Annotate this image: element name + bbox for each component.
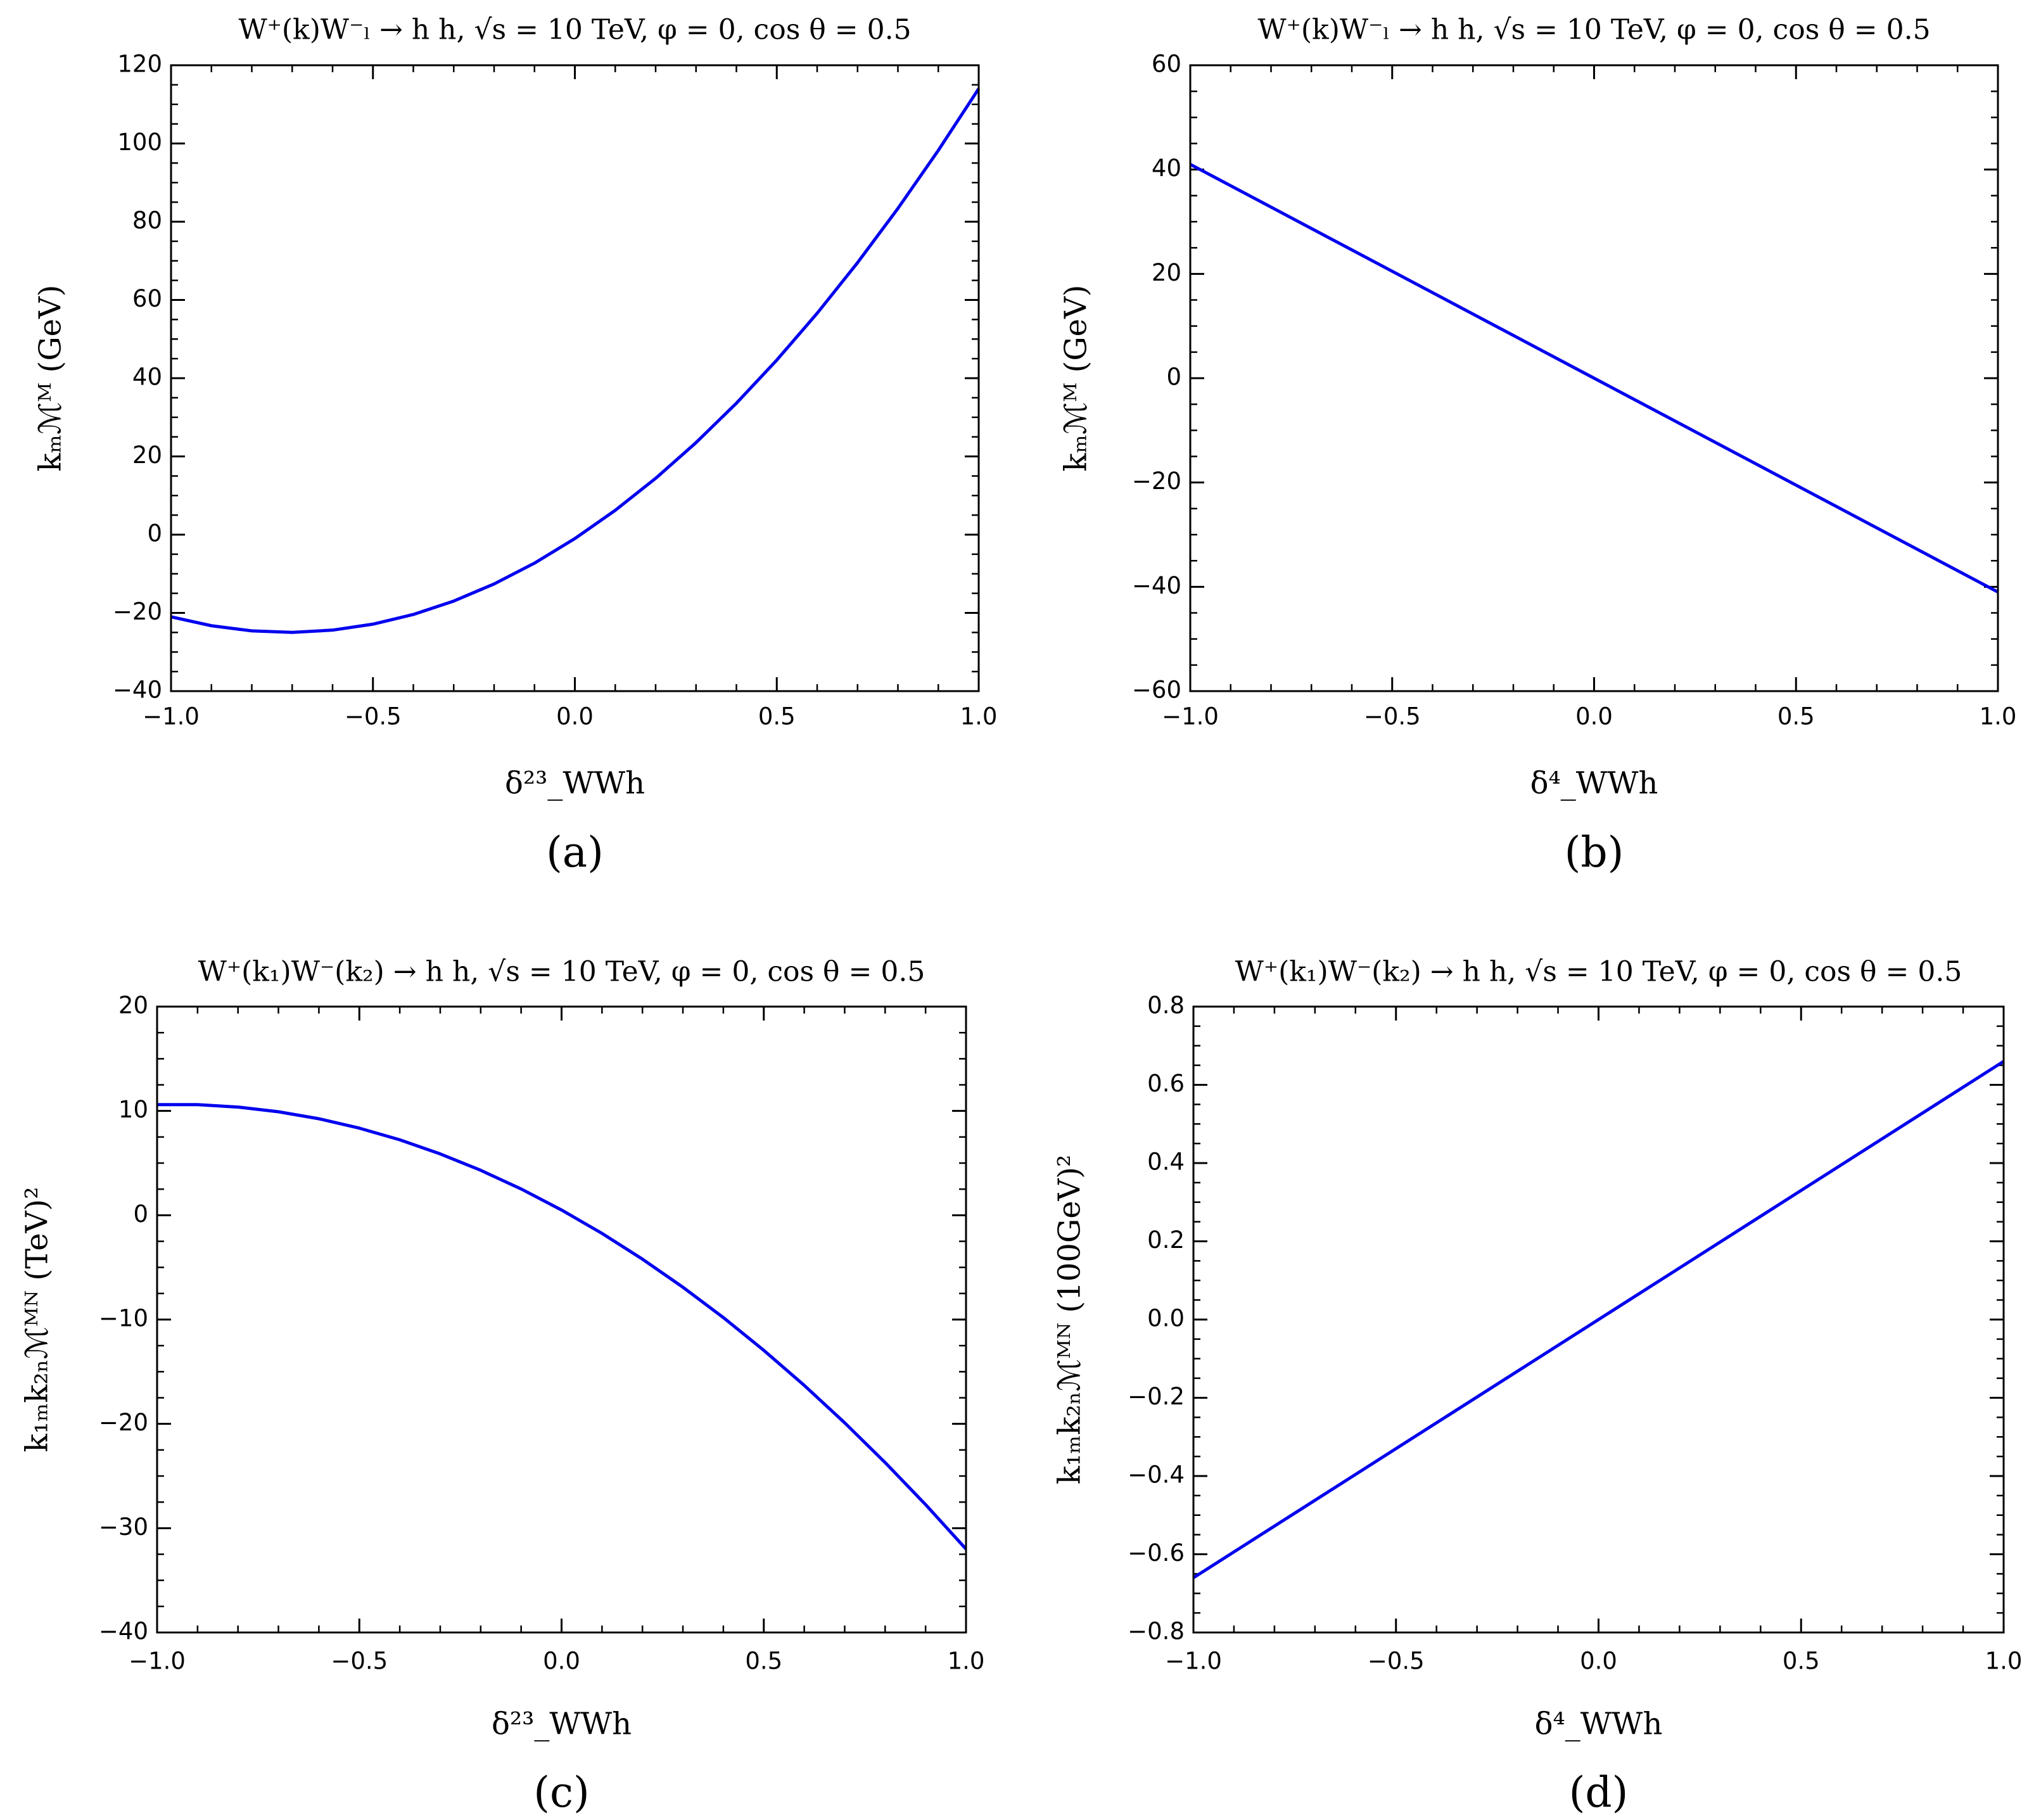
- chart-title: W⁺(k₁)W⁻(k₂) → h h, √s = 10 TeV, φ = 0, …: [1235, 956, 1962, 988]
- x-tick-label: 0.0: [556, 703, 594, 730]
- panel: W⁺(k)W⁻ₗ → h h, √s = 10 TeV, φ = 0, cos …: [33, 14, 998, 877]
- plot-frame: [1192, 1005, 2005, 1634]
- y-tick-label: −40: [113, 677, 162, 704]
- y-axis-label: k₁ₘk₂ₙℳᴹᴺ (TeV)²: [20, 1187, 55, 1453]
- y-tick-label: 60: [1152, 51, 1181, 78]
- chart-title: W⁺(k)W⁻ₗ → h h, √s = 10 TeV, φ = 0, cos …: [1257, 14, 1930, 46]
- plot-frame: [156, 1005, 967, 1634]
- x-tick-label: −1.0: [129, 1648, 186, 1675]
- y-tick-label: 20: [118, 992, 148, 1019]
- y-axis-label: k₁ₘk₂ₙℳᴹᴺ (100GeV)²: [1052, 1155, 1088, 1485]
- y-axis-label: kₘℳᴹ (GeV): [1059, 285, 1094, 472]
- y-tick-label: 20: [132, 442, 162, 469]
- chart-title: W⁺(k₁)W⁻(k₂) → h h, √s = 10 TeV, φ = 0, …: [198, 956, 925, 988]
- x-axis-label: δ⁴_WWh: [1530, 766, 1658, 801]
- chart-title: W⁺(k)W⁻ₗ → h h, √s = 10 TeV, φ = 0, cos …: [238, 14, 911, 46]
- x-tick-label: −1.0: [1165, 1648, 1222, 1675]
- data-line: [170, 87, 981, 634]
- x-tick-label: 1.0: [948, 1648, 985, 1675]
- plot-frame: [170, 64, 980, 692]
- y-tick-label: 0: [133, 1200, 148, 1228]
- y-tick-label: 40: [132, 364, 162, 391]
- y-tick-label: 0.6: [1147, 1070, 1185, 1097]
- y-tick-label: 20: [1152, 259, 1181, 286]
- y-tick-label: −0.4: [1128, 1461, 1185, 1489]
- data-line: [1189, 163, 1999, 594]
- x-tick-label: −0.5: [331, 1648, 388, 1675]
- y-tick-label: −0.2: [1128, 1383, 1185, 1410]
- x-tick-label: 0.5: [1783, 1648, 1820, 1675]
- y-axis-label: kₘℳᴹ (GeV): [33, 285, 68, 472]
- x-axis-label: δ⁴_WWh: [1535, 1707, 1663, 1742]
- panel-label: (d): [1569, 1768, 1629, 1817]
- y-tick-label: −30: [99, 1513, 148, 1541]
- panel-label: (a): [546, 828, 604, 877]
- x-tick-label: 0.5: [758, 703, 796, 730]
- y-tick-label: −0.6: [1128, 1539, 1185, 1567]
- y-tick-label: −10: [99, 1305, 148, 1332]
- y-tick-label: 40: [1152, 155, 1181, 182]
- y-tick-label: −20: [1132, 468, 1181, 495]
- x-tick-label: −1.0: [1162, 703, 1219, 730]
- x-tick-label: 0.5: [745, 1648, 782, 1675]
- y-tick-label: −20: [99, 1409, 148, 1436]
- x-tick-label: 0.0: [1580, 1648, 1617, 1675]
- y-tick-label: 100: [117, 129, 162, 156]
- x-tick-label: −0.5: [1368, 1648, 1425, 1675]
- y-tick-label: 0: [147, 520, 162, 547]
- x-tick-label: −0.5: [345, 703, 402, 730]
- panel-label: (c): [533, 1768, 589, 1817]
- x-tick-label: 1.0: [960, 703, 998, 730]
- y-tick-label: 0.8: [1147, 992, 1185, 1019]
- y-tick-label: 120: [117, 51, 162, 78]
- data-line: [157, 1103, 967, 1550]
- panel: W⁺(k₁)W⁻(k₂) → h h, √s = 10 TeV, φ = 0, …: [20, 956, 985, 1817]
- x-axis-label: δ²³_WWh: [505, 766, 645, 801]
- x-tick-label: 0.5: [1777, 703, 1815, 730]
- x-tick-label: −0.5: [1364, 703, 1421, 730]
- y-tick-label: 60: [132, 285, 162, 312]
- x-tick-label: 0.0: [543, 1648, 580, 1675]
- y-tick-label: 10: [118, 1096, 148, 1123]
- y-tick-label: −40: [1132, 572, 1181, 599]
- y-tick-label: 0.2: [1147, 1226, 1185, 1254]
- plot-frame: [1189, 64, 1999, 692]
- y-tick-label: −40: [99, 1618, 148, 1645]
- y-tick-label: −60: [1132, 677, 1181, 704]
- x-tick-label: −1.0: [143, 703, 200, 730]
- x-tick-label: 1.0: [1980, 703, 2017, 730]
- y-tick-label: 0.0: [1147, 1305, 1185, 1332]
- y-tick-label: −0.8: [1128, 1618, 1185, 1645]
- y-tick-label: 0: [1166, 364, 1181, 391]
- data-line: [1192, 1060, 2005, 1579]
- panel-label: (b): [1565, 828, 1624, 877]
- y-tick-label: 0.4: [1147, 1149, 1185, 1176]
- panel: W⁺(k)W⁻ₗ → h h, √s = 10 TeV, φ = 0, cos …: [1059, 14, 2017, 877]
- y-tick-label: −20: [113, 598, 162, 625]
- y-tick-label: 80: [132, 207, 162, 234]
- x-axis-label: δ²³_WWh: [492, 1707, 632, 1742]
- panel: W⁺(k₁)W⁻(k₂) → h h, √s = 10 TeV, φ = 0, …: [1052, 956, 2023, 1817]
- x-tick-label: 0.0: [1575, 703, 1613, 730]
- x-tick-label: 1.0: [1985, 1648, 2023, 1675]
